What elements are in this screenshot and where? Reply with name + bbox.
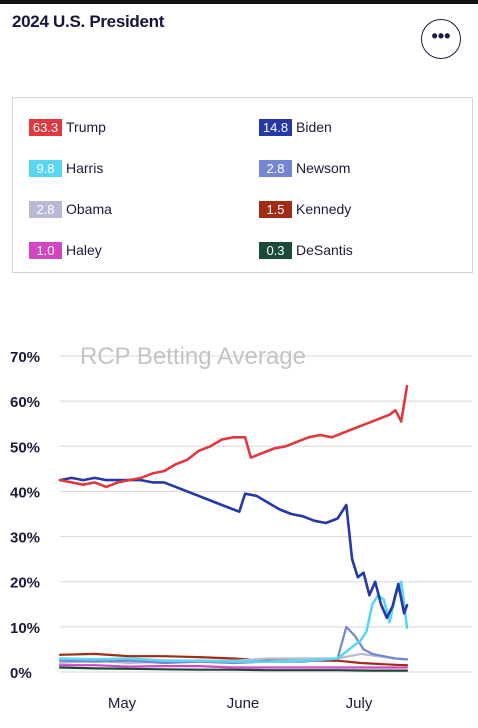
chart-title: RCP Betting Average: [80, 343, 306, 370]
legend-item-kennedy[interactable]: 1.5 Kennedy: [259, 200, 351, 218]
series-lines: [58, 384, 409, 672]
y-tick-label: 60%: [10, 394, 40, 411]
legend-item-haley[interactable]: 1.0 Haley: [29, 241, 102, 259]
value-badge: 1.5: [259, 200, 292, 218]
series-line-trump: [58, 384, 409, 489]
x-tick-label: May: [108, 695, 137, 712]
series-line-obama: [58, 652, 409, 665]
candidate-legend: 63.3 Trump 14.8 Biden 9.8 Harris 2.8 New…: [12, 97, 473, 273]
value-badge: 2.8: [259, 159, 292, 177]
value-badge: 9.8: [29, 159, 62, 177]
more-options-button[interactable]: •••: [421, 19, 461, 59]
x-tick-label: July: [346, 695, 373, 712]
y-tick-label: 20%: [10, 575, 40, 592]
value-badge: 14.8: [259, 118, 292, 136]
candidate-name: Kennedy: [296, 201, 352, 217]
value-badge: 2.8: [29, 200, 62, 218]
series-line-harris: [58, 580, 409, 663]
candidate-name: Haley: [66, 242, 102, 258]
legend-item-harris[interactable]: 9.8 Harris: [29, 159, 103, 177]
y-tick-label: 70%: [10, 349, 40, 366]
legend-item-obama[interactable]: 2.8 Obama: [29, 200, 112, 218]
series-line-biden: [58, 476, 409, 620]
y-tick-label: 50%: [10, 439, 40, 456]
value-badge: 0.3: [259, 241, 292, 259]
series-line-desantis: [58, 666, 409, 672]
y-tick-label: 0%: [10, 665, 32, 682]
legend-item-biden[interactable]: 14.8 Biden: [259, 118, 332, 136]
value-badge: 1.0: [29, 241, 62, 259]
candidate-name: Harris: [66, 160, 104, 176]
value-badge: 63.3: [29, 118, 62, 136]
y-tick-label: 40%: [10, 484, 40, 501]
y-tick-label: 30%: [10, 530, 40, 547]
x-axis-labels: May June July: [108, 695, 373, 712]
candidate-name: Biden: [296, 119, 332, 135]
betting-average-chart: RCP Betting Average 0% 10% 20% 30% 40% 50% 60%…: [10, 343, 472, 712]
candidate-name: Obama: [66, 201, 112, 217]
legend-item-desantis[interactable]: 0.3 DeSantis: [259, 241, 353, 259]
page-title: 2024 U.S. President: [12, 12, 165, 31]
y-tick-label: 10%: [10, 620, 40, 637]
candidate-name: Newsom: [296, 160, 351, 176]
candidate-name: Trump: [66, 119, 106, 135]
top-bar: [0, 0, 478, 4]
y-axis-labels: 0% 10% 20% 30% 40% 50% 60% 70%: [10, 349, 40, 682]
candidate-name: DeSantis: [296, 242, 353, 258]
legend-item-newsom[interactable]: 2.8 Newsom: [259, 159, 350, 177]
legend-item-trump[interactable]: 63.3 Trump: [29, 118, 106, 136]
series-line-haley: [58, 664, 409, 669]
x-tick-label: June: [227, 695, 260, 712]
gridlines: [60, 355, 472, 673]
ellipsis-icon: •••: [431, 26, 451, 46]
